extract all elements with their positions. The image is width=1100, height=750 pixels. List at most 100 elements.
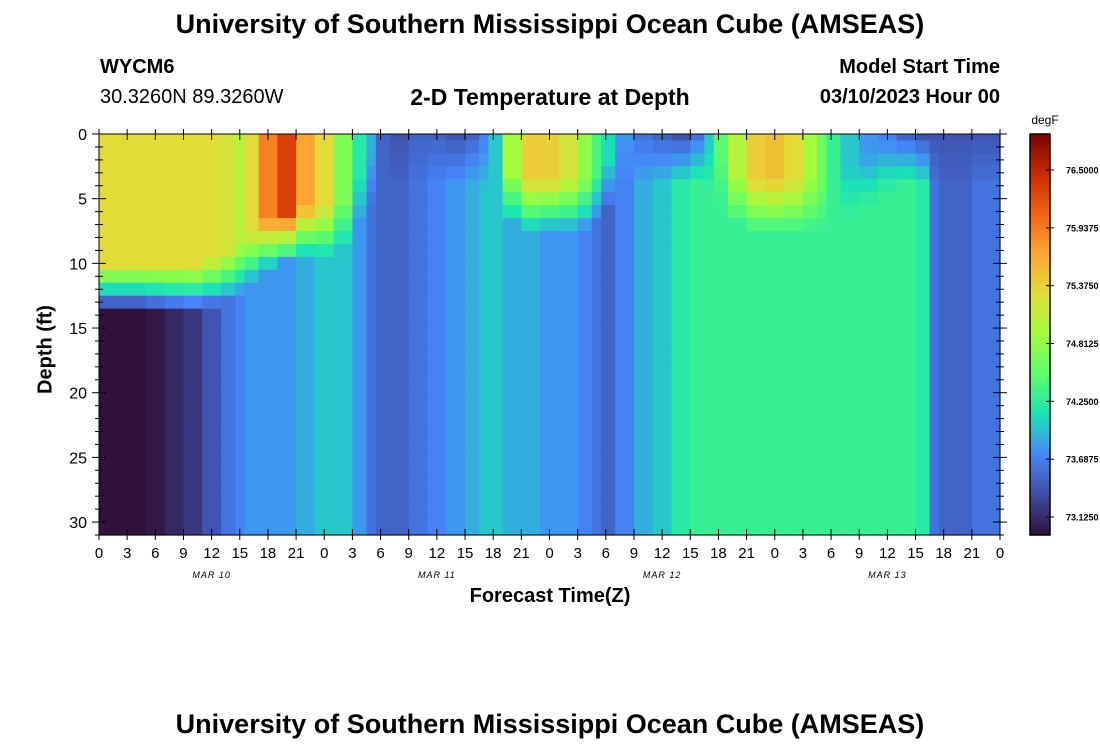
x-tick-label: 21: [288, 545, 305, 562]
heatmap-cell: [540, 140, 560, 155]
heatmap-cell: [591, 373, 602, 387]
heatmap-cell: [591, 412, 602, 426]
heatmap-cell: [713, 205, 729, 219]
heatmap-cell: [615, 231, 635, 245]
heatmap-cell: [244, 321, 260, 336]
heatmap-cell: [840, 528, 860, 536]
heatmap-cell: [183, 347, 203, 361]
heatmap-cell: [352, 386, 368, 400]
heatmap-cell: [840, 502, 860, 517]
heatmap-cell: [840, 205, 860, 219]
heatmap-cell: [859, 334, 879, 349]
heatmap-cell: [652, 243, 673, 258]
heatmap-cell: [521, 269, 541, 284]
heatmap-cell: [488, 463, 504, 478]
heatmap-cell: [938, 373, 954, 387]
heatmap-cell: [633, 347, 654, 361]
heatmap-cell: [971, 412, 992, 426]
heatmap-cell: [577, 528, 593, 536]
heatmap-cell: [826, 295, 842, 310]
x-tick-label: 0: [545, 545, 553, 562]
heatmap-cell: [877, 360, 898, 374]
heatmap-cell: [859, 437, 879, 452]
heatmap-cell: [558, 476, 579, 491]
heatmap-cell: [971, 153, 992, 167]
heatmap-cell: [465, 360, 480, 374]
heatmap-cell: [202, 437, 222, 452]
heatmap-cell: [352, 373, 368, 387]
heatmap-cell: [704, 282, 715, 297]
heatmap-cell: [671, 140, 691, 155]
x-tick-label: 15: [907, 545, 924, 562]
heatmap-cell: [704, 166, 715, 180]
heatmap-cell: [784, 166, 804, 180]
heatmap-cell: [366, 192, 377, 206]
heatmap-cell: [258, 321, 278, 336]
x-tick-label: 3: [573, 545, 581, 562]
heatmap-cell: [577, 166, 593, 180]
heatmap-cell: [802, 140, 818, 155]
heatmap-cell: [296, 437, 316, 452]
heatmap-cell: [99, 269, 109, 284]
heatmap-cell: [244, 282, 260, 297]
heatmap-cell: [389, 476, 410, 491]
heatmap-cell: [577, 476, 593, 491]
heatmap-cell: [971, 134, 992, 142]
heatmap-cell: [877, 295, 898, 310]
heatmap-cell: [488, 502, 504, 517]
heatmap-cell: [896, 134, 917, 142]
heatmap-cell: [784, 243, 804, 258]
heatmap-cell: [802, 295, 818, 310]
heatmap-cell: [446, 360, 466, 374]
heatmap-cell: [502, 256, 522, 271]
heatmap-cell: [99, 347, 109, 361]
heatmap-cell: [446, 450, 466, 465]
heatmap-cell: [540, 218, 560, 232]
heatmap-cell: [479, 282, 490, 297]
heatmap-cell: [375, 528, 391, 536]
heatmap-cell: [953, 476, 973, 491]
heatmap-cell: [221, 231, 236, 245]
heatmap-cell: [164, 450, 185, 465]
heatmap-cell: [408, 412, 429, 426]
heatmap-cell: [713, 295, 729, 310]
heatmap-cell: [990, 425, 1001, 439]
heatmap-cell: [816, 166, 827, 180]
heatmap-cell: [990, 463, 1001, 478]
heatmap-cell: [235, 515, 246, 530]
heatmap-cell: [915, 528, 931, 536]
x-tick-label: 6: [602, 545, 610, 562]
heatmap-cell: [540, 515, 560, 530]
heatmap-cell: [727, 295, 748, 310]
heatmap-cell: [389, 243, 410, 258]
heatmap-cell: [727, 502, 748, 517]
heatmap-cell: [375, 476, 391, 491]
heatmap-cell: [352, 134, 368, 142]
heatmap-cell: [221, 528, 236, 536]
heatmap-cell: [859, 269, 879, 284]
heatmap-cell: [314, 437, 335, 452]
heatmap-cell: [408, 256, 429, 271]
heatmap-cell: [601, 295, 616, 310]
heatmap-cell: [727, 256, 748, 271]
heatmap-cell: [765, 399, 785, 413]
heatmap-cell: [446, 140, 466, 155]
heatmap-cell: [258, 231, 278, 245]
heatmap-cell: [727, 153, 748, 167]
heatmap-cell: [713, 153, 729, 167]
heatmap-cell: [915, 166, 931, 180]
heatmap-cell: [652, 347, 673, 361]
heatmap-cell: [652, 256, 673, 271]
heatmap-cell: [408, 134, 429, 142]
heatmap-cell: [896, 205, 917, 219]
heatmap-cell: [488, 360, 504, 374]
heatmap-cell: [244, 373, 260, 387]
heatmap-cell: [202, 463, 222, 478]
heatmap-cell: [521, 308, 541, 323]
heatmap-cell: [877, 321, 898, 336]
heatmap-cell: [465, 140, 480, 155]
heatmap-cell: [816, 334, 827, 349]
heatmap-cell: [558, 463, 579, 478]
heatmap-cell: [784, 528, 804, 536]
heatmap-cell: [389, 295, 410, 310]
